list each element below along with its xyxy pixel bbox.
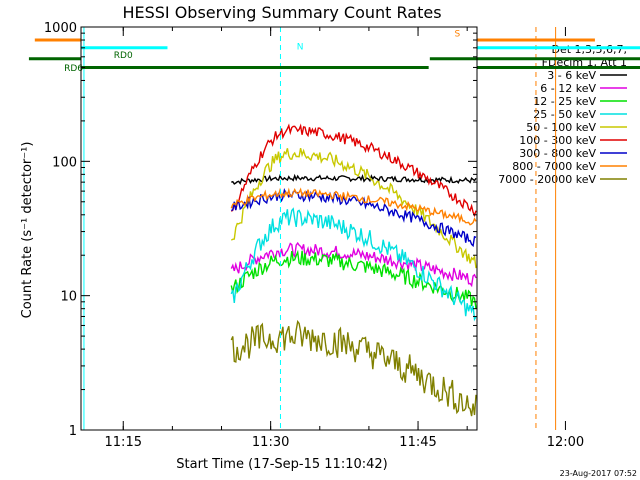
legend-label-7: 300 - 800 keV — [519, 147, 596, 160]
y-tick-label-100: 100 — [52, 155, 77, 170]
legend-label-4: 25 - 50 keV — [533, 108, 596, 121]
legend-label-9: 7000 - 20000 keV — [498, 173, 596, 186]
series-line-6-orbit-1 — [230, 123, 477, 218]
y-tick-label-1: 1 — [69, 424, 77, 439]
legend-label-5: 50 - 100 keV — [526, 121, 596, 134]
x-tick-label-11:45: 11:45 — [399, 435, 436, 450]
y-axis-label: Count Rate (s⁻¹ detector⁻¹) — [20, 142, 35, 319]
x-axis-label: Start Time (17-Sep-15 11:10:42) — [176, 457, 387, 472]
chart-title: HESSI Observing Summary Count Rates — [122, 3, 441, 22]
series-line-7-orbit-1 — [231, 188, 477, 248]
status-label-rd6: RD6 — [64, 64, 83, 74]
x-tick-label-11:15: 11:15 — [105, 435, 142, 450]
y-tick-label-10: 10 — [60, 290, 77, 305]
series-line-3-orbit-1 — [230, 249, 477, 309]
legend: Det 1,3,5,6,7, FDecim 1, Att 1 3 - 6 keV… — [498, 43, 627, 186]
legend-label-2: 6 - 12 keV — [540, 82, 596, 95]
status-label-n: N — [297, 42, 304, 52]
timestamp: 23-Aug-2017 07:52 — [560, 469, 637, 478]
legend-label-3: 12 - 25 keV — [533, 95, 596, 108]
x-tick-label-12:00: 12:00 — [547, 435, 584, 450]
series-line-9-orbit-1 — [230, 319, 477, 417]
legend-header-line-1: Det 1,3,5,6,7, — [551, 43, 627, 56]
y-tick-label-1000: 1000 — [44, 21, 77, 36]
series-line-2-orbit-1 — [230, 241, 477, 288]
x-tick-label-11:30: 11:30 — [252, 435, 289, 450]
legend-label-8: 800 - 7000 keV — [512, 160, 596, 173]
series-line-1-orbit-1 — [231, 173, 477, 186]
legend-label-6: 100 - 300 keV — [519, 134, 596, 147]
legend-label-1: 3 - 6 keV — [547, 69, 596, 82]
status-label-rd0: RD0 — [114, 51, 133, 61]
series-line-8-orbit-1 — [230, 187, 477, 226]
plot-frame — [80, 26, 478, 431]
status-label-s: S — [454, 29, 460, 39]
series-line-4-orbit-1 — [230, 207, 477, 322]
